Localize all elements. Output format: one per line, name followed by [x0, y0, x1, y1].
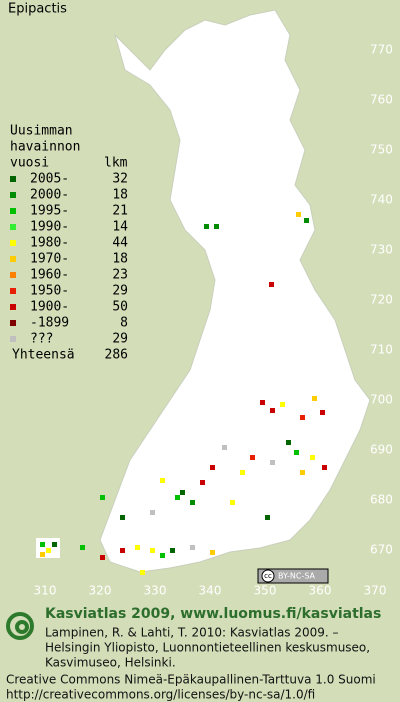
legend-swatch: [10, 208, 16, 214]
finland-outline: [99, 9, 371, 573]
legend-swatch: [10, 224, 16, 230]
footer: Lampinen, R. & Lahti, T. 2010: Kasviatla…: [6, 626, 376, 702]
legend-label: 1980-: [30, 236, 69, 251]
logo: [6, 612, 34, 640]
northing-label: 690: [370, 443, 393, 457]
legend-swatch: [10, 272, 16, 278]
legend-count: 50: [112, 300, 128, 315]
legend-count: 23: [112, 268, 128, 283]
occurrence-squares: [40, 212, 327, 575]
legend-swatch: [10, 304, 16, 310]
legend-label: 1970-: [30, 252, 69, 267]
license-line: http://creativecommons.org/licenses/by-n…: [6, 688, 315, 702]
cc-symbol: cc: [264, 572, 272, 580]
northing-label: 670: [370, 543, 393, 557]
legend-count: 29: [112, 332, 128, 347]
legend-label: 1960-: [30, 268, 69, 283]
easting-label: 360: [309, 584, 332, 598]
legend-label: 1950-: [30, 284, 69, 299]
legend-total: 286: [105, 348, 128, 363]
map-title: Epipactis: [8, 2, 67, 17]
legend-label: ???: [30, 332, 53, 347]
legend-label: 1995-: [30, 204, 69, 219]
license-line: Creative Commons Nimeä-Epäkaupallinen-Ta…: [6, 673, 376, 687]
northing-label: 710: [370, 343, 393, 357]
northing-label: 740: [370, 193, 393, 207]
legend-count: 21: [112, 204, 128, 219]
easting-label: 310: [34, 584, 57, 598]
northing-label: 700: [370, 393, 393, 407]
legend-swatch: [10, 240, 16, 246]
legend-swatch: [10, 176, 16, 182]
cc-badge: cc BY-NC-SA: [257, 568, 329, 584]
citation-line: Helsingin Yliopisto, Luonnontieteellinen…: [45, 641, 370, 655]
legend-swatch: [10, 256, 16, 262]
northing-label: 720: [370, 293, 393, 307]
footer-title: Kasviatlas 2009, www.luomus.fi/kasviatla…: [45, 606, 381, 622]
legend-label: -1899: [30, 316, 69, 331]
citation-line: Kasvimuseo, Helsinki.: [45, 656, 176, 670]
legend-heading: havainnon: [10, 140, 80, 155]
legend-label: 1990-: [30, 220, 69, 235]
easting-label: 340: [199, 584, 222, 598]
legend-total-label: Yhteensä: [12, 348, 75, 363]
legend-count: 32: [112, 172, 128, 187]
easting-label: 330: [144, 584, 167, 598]
legend-label: 2005-: [30, 172, 69, 187]
legend-swatch: [10, 288, 16, 294]
legend-count: 18: [112, 252, 128, 267]
easting-label: 320: [89, 584, 112, 598]
northing-label: 770: [370, 43, 393, 57]
legend-swatch: [10, 192, 16, 198]
legend-label: 1900-: [30, 300, 69, 315]
legend-label: 2000-: [30, 188, 69, 203]
legend-heading: vuosi: [10, 156, 49, 171]
legend-count-heading: lkm: [104, 156, 128, 171]
northing-label: 680: [370, 493, 393, 507]
northing-label: 760: [370, 93, 393, 107]
easting-label: 350: [254, 584, 277, 598]
legend-count: 8: [120, 316, 128, 331]
legend-swatch: [10, 336, 16, 342]
coordinate-labels: 770 760 750 740 730 720 710 700 690 680 670 310 320 3…: [34, 43, 393, 598]
easting-label: 370: [364, 584, 387, 598]
legend-swatch: [10, 320, 16, 326]
legend-count: 14: [112, 220, 128, 235]
northing-label: 730: [370, 243, 393, 257]
cc-label: BY-NC-SA: [278, 572, 316, 581]
legend-heading: Uusimman: [10, 124, 73, 139]
northing-label: 750: [370, 143, 393, 157]
legend-count: 44: [112, 236, 128, 251]
citation-line: Lampinen, R. & Lahti, T. 2010: Kasviatla…: [45, 626, 339, 640]
legend-count: 29: [112, 284, 128, 299]
legend-count: 18: [112, 188, 128, 203]
